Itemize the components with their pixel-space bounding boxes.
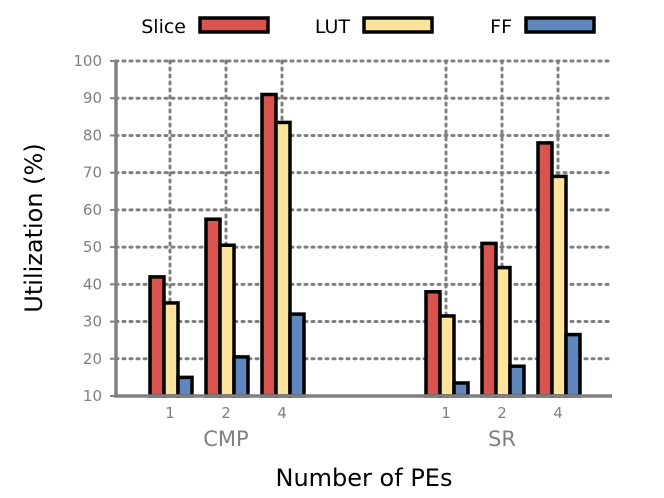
- x-tick-label: 1: [441, 404, 451, 422]
- x-tick-label: 1: [165, 404, 175, 422]
- bar-ff: [176, 375, 194, 398]
- y-tick-label: 90: [83, 89, 102, 107]
- y-tick-label: 40: [83, 275, 102, 293]
- bar-slice: [424, 290, 442, 398]
- y-axis-title: Utilization (%): [20, 143, 48, 312]
- x-tick-label: 2: [497, 404, 507, 422]
- bar-ff: [508, 364, 526, 398]
- bar-slice: [536, 141, 554, 398]
- bar-lut: [218, 243, 236, 398]
- bar-ff: [288, 312, 306, 398]
- bar-lut: [550, 174, 568, 398]
- legend-swatch-lut: [362, 16, 434, 34]
- legend-label-lut: LUT: [315, 16, 351, 38]
- legend-label-slice: Slice: [141, 16, 186, 38]
- bar-slice: [204, 217, 222, 398]
- axes: 10 20 30 40 50 60 70 80 90 100 1 2 4 CMP 1 2 4 SR: [73, 52, 612, 451]
- bar-lut: [162, 301, 180, 398]
- bar-lut: [274, 120, 292, 398]
- bar-slice: [260, 92, 278, 398]
- x-axis-title: Number of PEs: [276, 464, 453, 492]
- y-tick-label: 80: [83, 126, 102, 144]
- y-tick-label: 20: [83, 350, 102, 368]
- bar-lut: [438, 314, 456, 398]
- legend-label-ff: FF: [490, 16, 512, 38]
- y-tick-label: 10: [83, 387, 102, 405]
- bar-lut: [494, 265, 512, 398]
- y-tick-label: 60: [83, 201, 102, 219]
- y-tick-label: 100: [73, 52, 102, 70]
- x-tick-label: 4: [553, 404, 563, 422]
- bar-ff: [564, 332, 582, 398]
- y-tick-label: 30: [83, 313, 102, 331]
- bar-slice: [480, 241, 498, 398]
- x-tick-label: 2: [221, 404, 231, 422]
- bars: [148, 92, 582, 398]
- bar-ff: [232, 355, 250, 398]
- bar-slice: [148, 275, 166, 398]
- group-label-cmp: CMP: [203, 427, 248, 451]
- legend-swatch-slice: [198, 16, 270, 34]
- group-label-sr: SR: [488, 427, 516, 451]
- legend-swatch-ff: [524, 16, 596, 34]
- y-tick-label: 70: [83, 164, 102, 182]
- x-tick-label: 4: [277, 404, 287, 422]
- y-tick-label: 50: [83, 238, 102, 256]
- legend: Slice LUT FF: [141, 16, 596, 38]
- bar-ff: [452, 381, 470, 398]
